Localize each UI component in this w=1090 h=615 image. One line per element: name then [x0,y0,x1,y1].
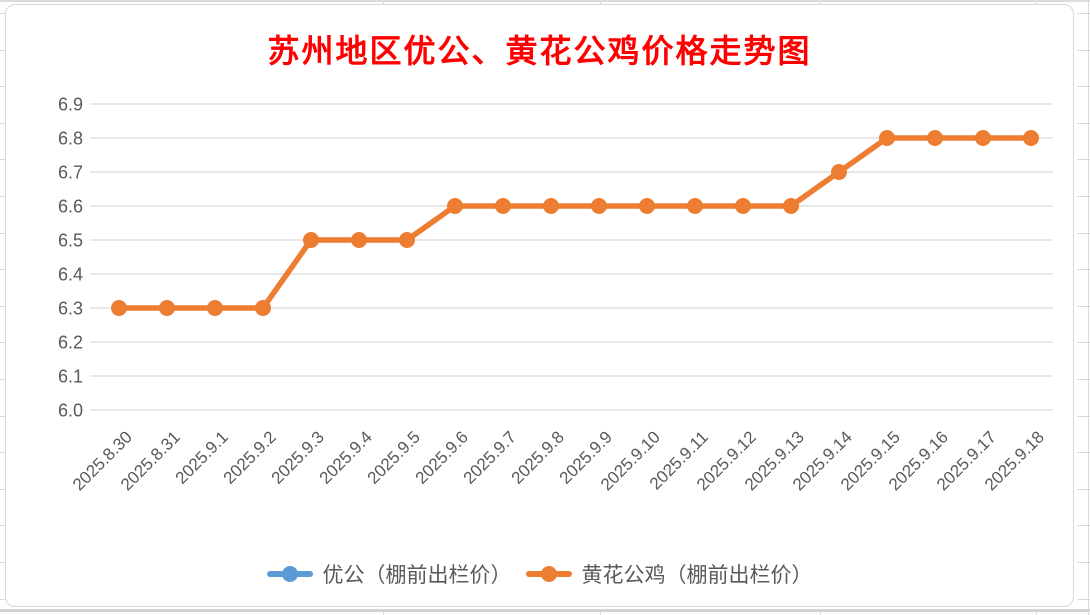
data-point-marker [735,198,751,214]
worksheet-gridline [1077,50,1090,51]
worksheet-gridline [1077,416,1090,417]
y-axis-tick-label: 6.4 [58,265,83,285]
data-point-marker [687,198,703,214]
legend-label-huanghua: 黄花公鸡（棚前出栏价） [581,563,813,587]
data-point-marker [447,198,463,214]
worksheet-gridline [0,599,5,600]
data-point-marker [591,198,607,214]
worksheet-gridline [0,159,5,160]
worksheet-gridline [0,562,5,563]
data-point-marker [831,164,847,180]
worksheet-gridline [0,13,5,14]
data-point-marker [975,130,991,146]
data-point-marker [207,300,223,316]
worksheet-gridline [0,233,5,234]
data-point-marker [351,232,367,248]
line-chart-plot-area: 6.0 6.1 6.2 6.3 6.4 6.5 6.6 6.7 6.8 6.9 2025.8.302… [58,95,1053,494]
worksheet-gridline [1077,196,1090,197]
worksheet-gridline [1077,269,1090,270]
worksheet-gridline [1077,452,1090,453]
legend-item-yougong: 优公（棚前出栏价） [266,559,512,589]
worksheet-gridline [1077,599,1090,600]
worksheet-gridline [1077,13,1090,14]
worksheet-gridline [0,196,5,197]
worksheet-gridline [1077,489,1090,490]
worksheet-row-gridline [0,609,1090,612]
worksheet-gridline [600,0,601,4]
worksheet-gridline [1036,612,1037,615]
x-axis-labels: 2025.8.302025.8.312025.9.12025.9.22025.9… [69,427,1048,494]
data-point-marker [111,300,127,316]
worksheet-row-gridline [0,0,1090,2]
worksheet-gridline [1077,306,1090,307]
worksheet-gridline [0,489,5,490]
worksheet-gridline [383,612,384,615]
worksheet-gridline [1088,0,1089,615]
data-point-marker [639,198,655,214]
legend-marker-huanghua [525,566,572,582]
data-point-marker [303,232,319,248]
worksheet-gridline [0,86,5,87]
price-trend-chart-object[interactable]: 苏州地区优公、黄花公鸡价格走势图 6.0 6.1 6.2 6.3 6.4 6.5 6.6 6.… [5,4,1074,607]
y-axis-tick-label: 6.9 [58,95,83,115]
data-point-marker [495,198,511,214]
y-axis-tick-label: 6.1 [58,367,83,387]
data-point-marker [543,198,559,214]
data-point-marker [783,198,799,214]
worksheet-gridline [1077,562,1090,563]
chart-legend: 优公（棚前出栏价） 黄花公鸡（棚前出栏价） [6,554,1073,594]
data-point-marker [927,130,943,146]
worksheet-gridline [820,0,821,4]
chart-title: 苏州地区优公、黄花公鸡价格走势图 [267,33,812,69]
worksheet-gridline [1077,123,1090,124]
data-point-marker [255,300,271,316]
worksheet-gridline [1077,379,1090,380]
data-point-marker [1023,130,1039,146]
data-point-marker [159,300,175,316]
worksheet-gridline [0,306,5,307]
worksheet-gridline [600,612,601,615]
series-line [116,135,1034,311]
worksheet-gridline [1077,86,1090,87]
y-axis-tick-label: 6.3 [58,299,83,319]
worksheet-gridline [0,379,5,380]
worksheet-gridline [0,50,5,51]
worksheet-gridline [0,342,5,343]
worksheet-gridline [820,612,821,615]
y-axis-tick-label: 6.2 [58,333,83,353]
y-axis-labels: 6.0 6.1 6.2 6.3 6.4 6.5 6.6 6.7 6.8 6.9 [58,95,83,421]
y-axis-tick-label: 6.7 [58,163,83,183]
worksheet-gridline [1036,0,1037,4]
worksheet-gridline [1077,525,1090,526]
worksheet-gridline [0,269,5,270]
y-axis-tick-label: 6.0 [58,401,83,421]
worksheet-gridline [1077,233,1090,234]
gridlines [90,103,1053,411]
y-axis-tick-label: 6.5 [58,231,83,251]
worksheet-gridline [1077,159,1090,160]
legend-marker-yougong [266,566,313,582]
worksheet-gridline [0,452,5,453]
y-axis-tick-label: 6.8 [58,129,83,149]
legend-item-huanghua: 黄花公鸡（棚前出栏价） [525,559,813,589]
worksheet-gridline [0,416,5,417]
y-axis-tick-label: 6.6 [58,197,83,217]
worksheet-gridline [1077,342,1090,343]
worksheet-gridline [383,0,384,4]
worksheet-gridline [0,525,5,526]
worksheet-gridline [0,123,5,124]
legend-label-yougong: 优公（棚前出栏价） [322,563,512,587]
series-黄花公鸡（棚前出栏价） [111,130,1039,316]
data-point-marker [879,130,895,146]
data-point-marker [399,232,415,248]
